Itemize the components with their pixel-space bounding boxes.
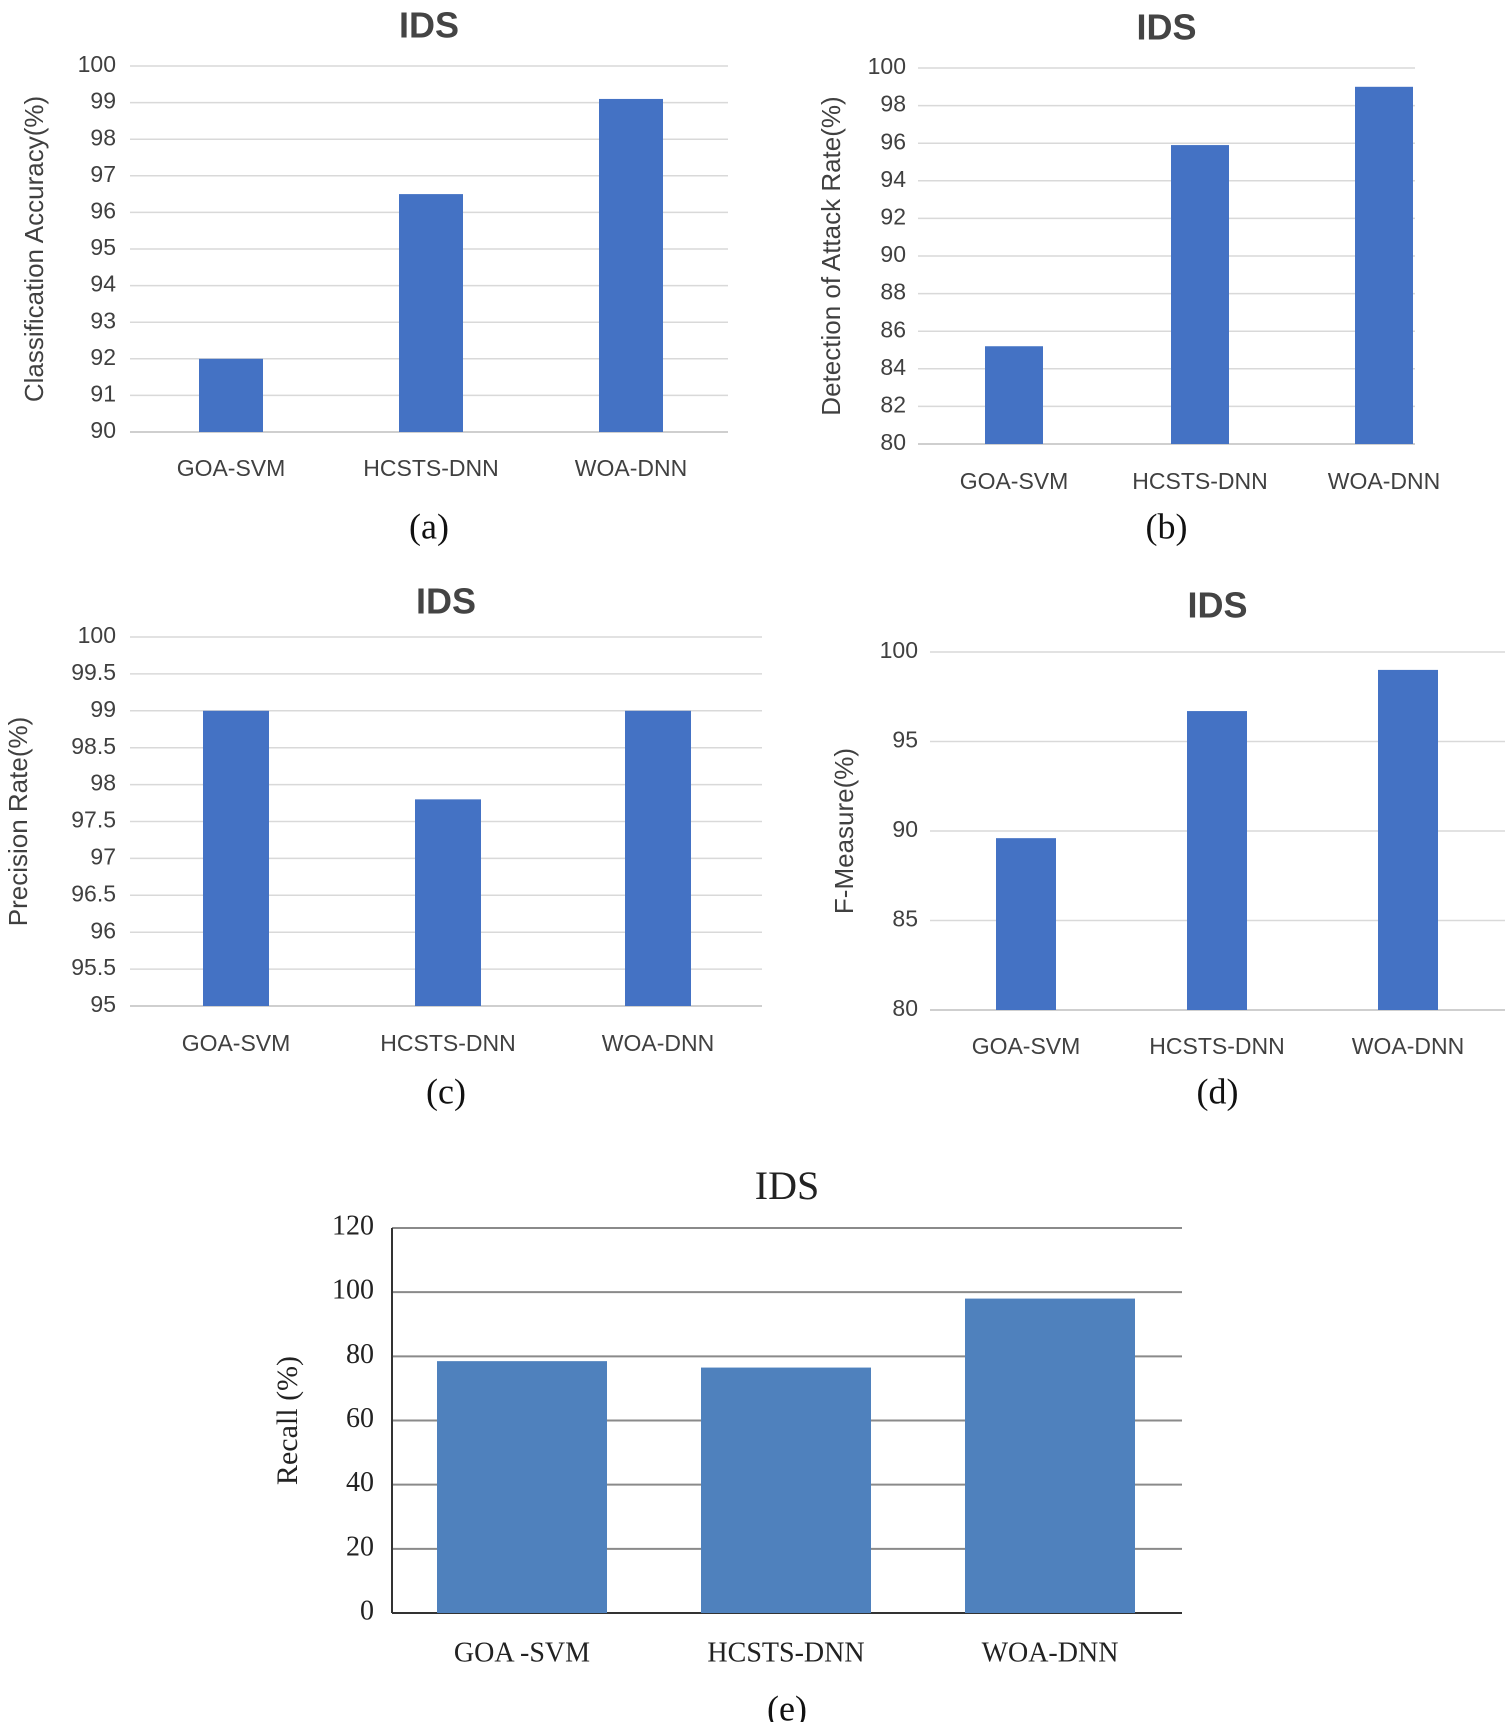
y-tick-label: 95 [892, 727, 918, 753]
bar [701, 1367, 871, 1613]
y-tick-label: 98.5 [71, 733, 116, 759]
y-axis-label: F-Measure(%) [829, 748, 859, 914]
y-tick-label: 99 [90, 88, 116, 114]
bar [965, 1298, 1135, 1613]
bar [1378, 669, 1438, 1010]
bar [1187, 711, 1247, 1010]
y-tick-label: 90 [880, 241, 906, 267]
panel-caption: (e) [767, 1688, 807, 1722]
y-tick-label: 99.5 [71, 659, 116, 685]
y-tick-label: 100 [78, 622, 116, 648]
chart-panel-4: IDS 80 85 90 95 100 GOA-SVM HCSTS-DNN WOA-DNN F-M… [829, 585, 1505, 1111]
bar [996, 838, 1056, 1010]
y-axis-label: Precision Rate(%) [3, 717, 33, 927]
y-tick-label: 95 [90, 234, 116, 260]
y-tick-label: 82 [880, 391, 906, 417]
y-tick-label: 97 [90, 161, 116, 187]
x-tick-label: WOA-DNN [602, 1030, 714, 1056]
x-tick-label: GOA-SVM [177, 455, 286, 481]
y-tick-label: 92 [90, 344, 116, 370]
chart-panel-2: IDS 80 82 84 86 88 90 92 94 96 98 100 GOA-SVM HCSTS-D… [816, 7, 1440, 547]
x-tick-label: WOA-DNN [982, 1637, 1119, 1668]
x-tick-label: WOA-DNN [575, 455, 687, 481]
y-tick-label: 60 [346, 1403, 374, 1434]
bar [415, 799, 481, 1006]
y-axis-label: Classification Accuracy(%) [19, 96, 49, 402]
y-tick-label: 96 [90, 917, 116, 943]
bar [203, 710, 269, 1006]
y-tick-label: 98 [880, 91, 906, 117]
y-tick-label: 97.5 [71, 807, 116, 833]
chart-title: IDS [416, 581, 476, 622]
y-tick-label: 80 [346, 1339, 374, 1370]
x-tick-label: HCSTS-DNN [380, 1030, 515, 1056]
panel-caption: (c) [426, 1071, 466, 1111]
y-axis-label: Detection of Attack Rate(%) [816, 96, 846, 415]
y-tick-label: 98 [90, 124, 116, 150]
chart-title: IDS [755, 1163, 819, 1208]
y-tick-label: 0 [360, 1595, 374, 1626]
chart-panel-3: IDS 95 95.5 96 96.5 97 97.5 98 98.5 99 99.5 100 GOA-… [3, 581, 762, 1111]
y-tick-label: 100 [880, 637, 918, 663]
chart-panel-1: IDS 90 91 92 93 94 95 96 97 98 99 100 GOA-SVM HCSTS-D… [19, 5, 728, 546]
bar [599, 98, 663, 432]
y-axis-label: Recall (%) [271, 1356, 304, 1485]
y-tick-label: 90 [90, 417, 116, 443]
y-tick-label: 99 [90, 696, 116, 722]
y-tick-label: 85 [892, 906, 918, 932]
y-tick-label: 94 [90, 271, 116, 297]
y-tick-label: 90 [892, 816, 918, 842]
y-tick-label: 120 [332, 1210, 374, 1241]
bar [985, 346, 1043, 444]
y-tick-label: 86 [880, 316, 906, 342]
x-tick-label: WOA-DNN [1328, 468, 1440, 494]
y-tick-label: 100 [332, 1275, 374, 1306]
y-tick-label: 20 [346, 1531, 374, 1562]
y-tick-label: 88 [880, 279, 906, 305]
bar [1355, 86, 1413, 445]
y-tick-label: 91 [90, 380, 116, 406]
y-tick-label: 97 [90, 843, 116, 869]
bar [437, 1361, 607, 1613]
y-tick-label: 95.5 [71, 954, 116, 980]
y-tick-label: 80 [880, 429, 906, 455]
y-tick-label: 96.5 [71, 880, 116, 906]
y-tick-label: 96 [880, 128, 906, 154]
x-tick-label: GOA-SVM [972, 1033, 1081, 1059]
panel-caption: (d) [1197, 1071, 1239, 1111]
y-tick-label: 96 [90, 197, 116, 223]
y-tick-label: 84 [880, 354, 906, 380]
chart-panel-5: IDS 0 20 40 60 80 100 120 GOA -SVM HCSTS-DNN WOA-D… [271, 1163, 1182, 1722]
y-tick-label: 40 [346, 1467, 374, 1498]
bar [199, 358, 263, 432]
x-tick-label: GOA-SVM [182, 1030, 291, 1056]
y-tick-label: 94 [880, 166, 906, 192]
panel-caption: (a) [409, 506, 449, 546]
y-tick-label: 100 [78, 51, 116, 77]
bar [399, 194, 463, 432]
x-tick-label: GOA-SVM [960, 468, 1069, 494]
y-tick-label: 93 [90, 307, 116, 333]
bar [625, 710, 691, 1006]
y-tick-label: 92 [880, 203, 906, 229]
x-tick-label: WOA-DNN [1352, 1033, 1464, 1059]
chart-title: IDS [1187, 585, 1247, 626]
x-tick-label: HCSTS-DNN [707, 1637, 864, 1668]
y-tick-label: 80 [892, 995, 918, 1021]
x-tick-label: HCSTS-DNN [1132, 468, 1267, 494]
y-tick-label: 100 [868, 53, 906, 79]
x-tick-label: GOA -SVM [454, 1637, 590, 1668]
y-tick-label: 98 [90, 770, 116, 796]
y-tick-label: 95 [90, 991, 116, 1017]
x-tick-label: HCSTS-DNN [1149, 1033, 1284, 1059]
x-tick-label: HCSTS-DNN [363, 455, 498, 481]
chart-title: IDS [1136, 7, 1196, 48]
chart-title: IDS [399, 5, 459, 46]
panel-caption: (b) [1146, 506, 1188, 546]
bar [1171, 145, 1229, 444]
